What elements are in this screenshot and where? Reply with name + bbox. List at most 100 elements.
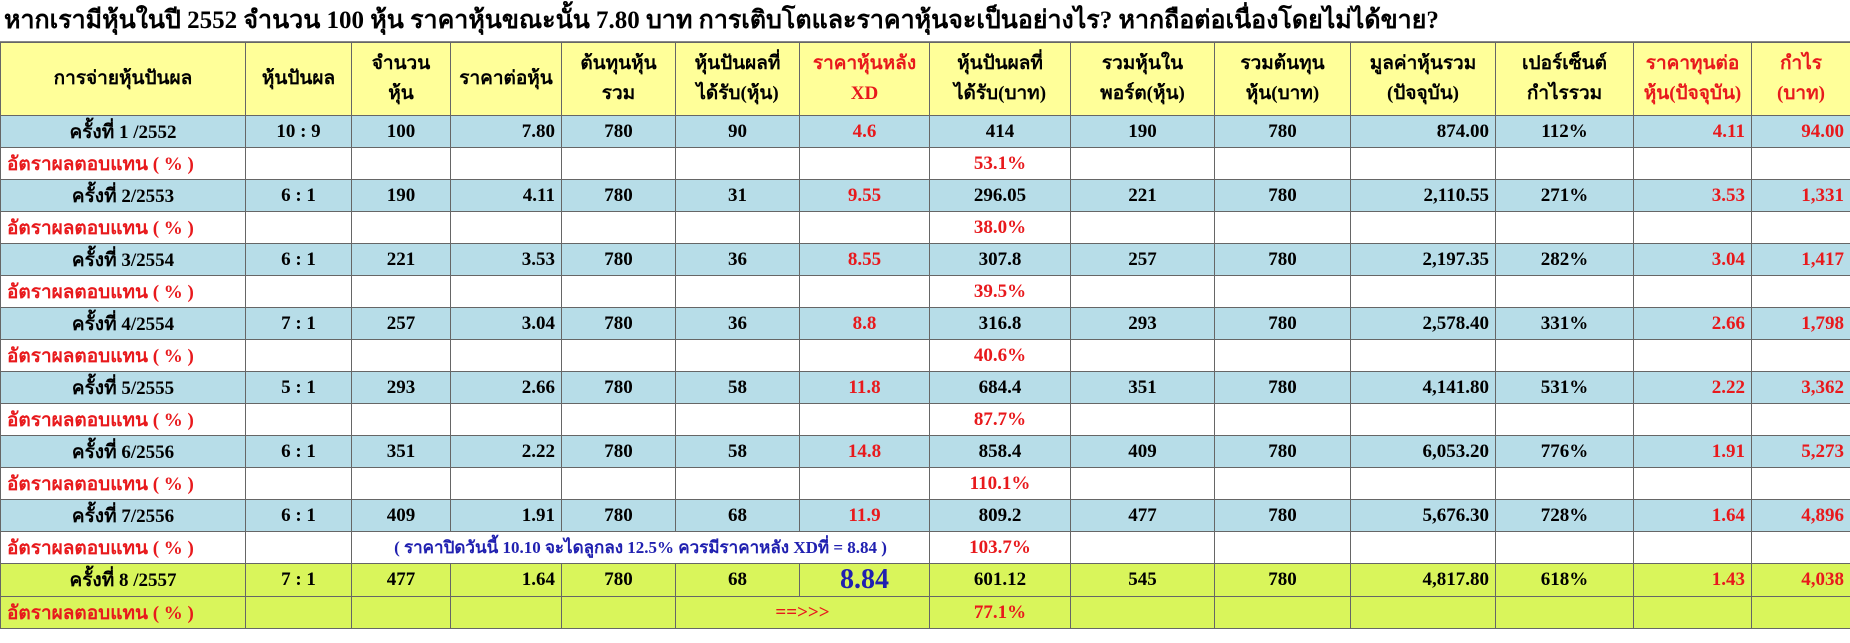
empty-cell bbox=[1495, 211, 1634, 244]
cell: 6 : 1 bbox=[245, 179, 352, 212]
empty-cell bbox=[561, 467, 676, 500]
empty-cell bbox=[1214, 531, 1351, 564]
cell: 10 : 9 bbox=[245, 115, 352, 148]
column-header: เปอร์เซ็นต์ กำไรรวม bbox=[1495, 42, 1634, 116]
column-header: จำนวน หุ้น bbox=[351, 42, 451, 116]
empty-cell bbox=[351, 275, 451, 308]
cell: 3.53 bbox=[1633, 179, 1752, 212]
header-line: หุ้น(บาท) bbox=[1245, 83, 1320, 104]
cell: 2.66 bbox=[450, 371, 562, 404]
empty-cell bbox=[799, 211, 930, 244]
table-body: ครั้งที่ 1 /2552 10 : 9 100 7.80 780 90 4.6 414… bbox=[0, 115, 1850, 629]
return-value: 40.6% bbox=[929, 339, 1071, 372]
empty-cell bbox=[1070, 531, 1215, 564]
cell: 14.8 bbox=[799, 435, 930, 468]
cell: 351 bbox=[351, 435, 451, 468]
empty-cell bbox=[1350, 596, 1496, 629]
empty-cell bbox=[450, 596, 562, 629]
return-value: 87.7% bbox=[929, 403, 1071, 436]
cell: 780 bbox=[1214, 115, 1351, 148]
cell: 6,053.20 bbox=[1350, 435, 1496, 468]
empty-cell bbox=[1495, 275, 1634, 308]
empty-cell bbox=[1751, 147, 1850, 180]
cell: 58 bbox=[675, 371, 800, 404]
empty-cell bbox=[245, 531, 352, 564]
cell: 477 bbox=[351, 563, 451, 597]
empty-cell bbox=[561, 596, 676, 629]
column-header: ราคาหุ้นหลัง XD bbox=[799, 42, 930, 116]
return-label: อัตราผลตอบแทน ( % ) bbox=[0, 147, 246, 180]
empty-cell bbox=[1350, 467, 1496, 500]
empty-cell bbox=[1070, 596, 1215, 629]
empty-cell bbox=[799, 275, 930, 308]
cell: 307.8 bbox=[929, 243, 1071, 276]
column-header: มูลค่าหุ้นรวม (ปัจจุบัน) bbox=[1350, 42, 1496, 116]
empty-cell bbox=[1070, 275, 1215, 308]
cell: 36 bbox=[675, 307, 800, 340]
cell: 7.80 bbox=[450, 115, 562, 148]
cell: 6 : 1 bbox=[245, 499, 352, 532]
cell: 780 bbox=[561, 371, 676, 404]
sheet-title: หากเรามีหุ้นในปี 2552 จำนวน 100 หุ้น ราค… bbox=[0, 0, 1850, 42]
cell: 4.6 bbox=[799, 115, 930, 148]
empty-cell bbox=[351, 339, 451, 372]
header-line: (บาท) bbox=[1777, 83, 1825, 104]
cell: 728% bbox=[1495, 499, 1634, 532]
cell: 780 bbox=[561, 563, 676, 597]
empty-cell bbox=[561, 339, 676, 372]
cell: 8.84 bbox=[799, 563, 930, 597]
cell: 4,896 bbox=[1751, 499, 1850, 532]
cell: 874.00 bbox=[1350, 115, 1496, 148]
cell: 112% bbox=[1495, 115, 1634, 148]
empty-cell bbox=[561, 147, 676, 180]
header-line: จำนวน bbox=[371, 53, 431, 74]
cell: 293 bbox=[1070, 307, 1215, 340]
header-line: (ปัจจุบัน) bbox=[1386, 83, 1460, 104]
cell: 618% bbox=[1495, 563, 1634, 597]
empty-cell bbox=[245, 339, 352, 372]
empty-cell bbox=[1350, 531, 1496, 564]
data-row: ครั้งที่ 1 /2552 10 : 9 100 7.80 780 90 4.6 414… bbox=[0, 115, 1850, 148]
empty-cell bbox=[1070, 467, 1215, 500]
cell: 2.22 bbox=[450, 435, 562, 468]
return-label: อัตราผลตอบแทน ( % ) bbox=[0, 596, 246, 629]
note: ( ราคาปิดวันนี้ 10.10 จะไดลูกลง 12.5% คว… bbox=[351, 531, 930, 564]
cell: 221 bbox=[351, 243, 451, 276]
cell: 7 : 1 bbox=[245, 307, 352, 340]
empty-cell bbox=[351, 467, 451, 500]
empty-cell bbox=[450, 403, 562, 436]
header-line: การจ่ายหุ้นปันผล bbox=[53, 68, 193, 89]
empty-cell bbox=[245, 275, 352, 308]
header-line: หุ้นปันผล bbox=[261, 68, 336, 89]
empty-cell bbox=[1633, 275, 1752, 308]
header-line: ราคาหุ้นหลัง bbox=[812, 53, 917, 74]
cell: 477 bbox=[1070, 499, 1215, 532]
empty-cell bbox=[1070, 403, 1215, 436]
empty-cell bbox=[1633, 467, 1752, 500]
cell: 2.66 bbox=[1633, 307, 1752, 340]
cell: 257 bbox=[1070, 243, 1215, 276]
column-header: หุ้นปันผลที่ ได้รับ(หุ้น) bbox=[675, 42, 800, 116]
cell: ครั้งที่ 7/2556 bbox=[0, 499, 246, 532]
empty-cell bbox=[351, 147, 451, 180]
cell: 858.4 bbox=[929, 435, 1071, 468]
empty-cell bbox=[1633, 339, 1752, 372]
cell: 8.8 bbox=[799, 307, 930, 340]
cell: 409 bbox=[1070, 435, 1215, 468]
return-row: อัตราผลตอบแทน ( % ) ==>>> 77.1% bbox=[0, 596, 1850, 629]
empty-cell bbox=[1633, 147, 1752, 180]
empty-cell bbox=[1633, 211, 1752, 244]
cell: 100 bbox=[351, 115, 451, 148]
return-value: 103.7% bbox=[929, 531, 1071, 564]
header-row: การจ่ายหุ้นปันผล หุ้นปันผล จำนวน หุ้น ราคาต่… bbox=[0, 42, 1850, 116]
empty-cell bbox=[799, 403, 930, 436]
header-line: กำไรรวม bbox=[1526, 83, 1603, 104]
cell: 4,817.80 bbox=[1350, 563, 1496, 597]
return-value: 77.1% bbox=[929, 596, 1071, 629]
return-row: อัตราผลตอบแทน ( % ) ( ราคาปิดวันนี้ 10.10… bbox=[0, 531, 1850, 564]
empty-cell bbox=[450, 467, 562, 500]
cell: 1.64 bbox=[1633, 499, 1752, 532]
empty-cell bbox=[561, 403, 676, 436]
return-value: 110.1% bbox=[929, 467, 1071, 500]
